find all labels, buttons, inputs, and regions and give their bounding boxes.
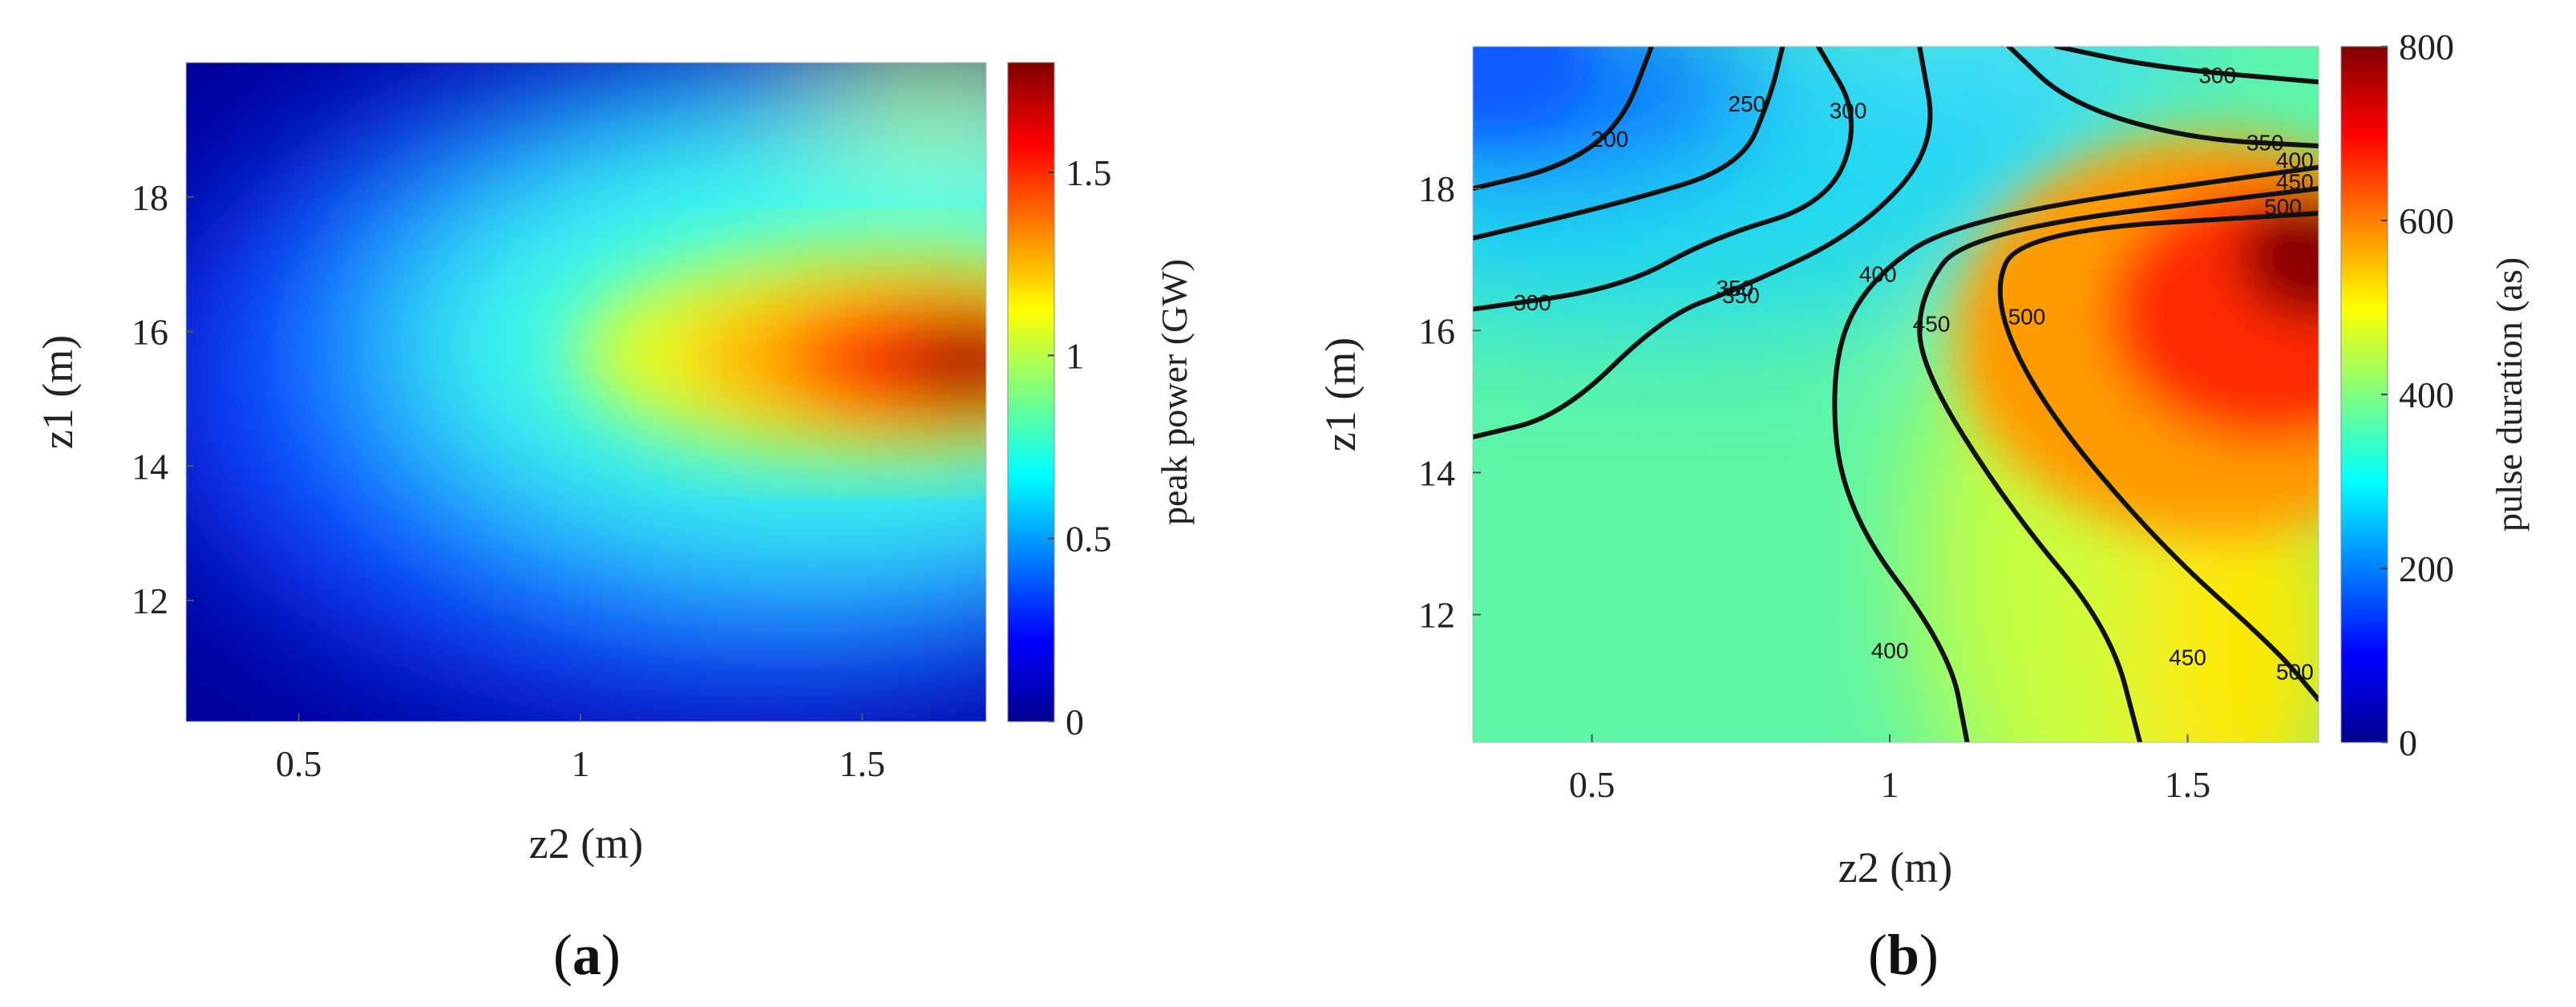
heatmap-a (186, 63, 986, 722)
contour-line-400 (1832, 164, 2319, 742)
x-tick-label-b: 1 (1881, 764, 1899, 805)
colorbar-tick-label-b: 600 (2399, 200, 2454, 241)
colorbar-tick-label-b: 0 (2399, 722, 2417, 763)
colorbar-a-label: peak power (GW) (1154, 259, 1195, 525)
colorbar-frame-b (2340, 46, 2388, 743)
y-tick-label-a: 18 (131, 177, 168, 218)
contour-label: 500 (2008, 305, 2046, 330)
y-tick-label-b: 12 (1418, 595, 1455, 636)
colorbar-frame-a (1007, 62, 1055, 722)
panel-a-label: (a) (553, 922, 621, 989)
x-tick-label-a: 0.5 (276, 743, 322, 784)
colorbar-b-ticks: 0 200 400 600 800 (2340, 26, 2454, 763)
colorbar-tick-label-b: 800 (2399, 26, 2454, 67)
colorbar-tick-label-a: 1 (1066, 335, 1084, 376)
colorbar-tick-label-b: 400 (2399, 374, 2454, 415)
panel-a-label-close: ) (601, 923, 621, 987)
contour-label: 450 (2276, 169, 2314, 194)
y-tick-label-a: 16 (131, 312, 168, 353)
axes-a: 0.5 1 1.5 12 14 16 18 (131, 177, 885, 784)
contour-label: 350 (1722, 283, 1760, 308)
contour-line-350 (2006, 47, 2319, 148)
contour-label: 300 (1514, 290, 1551, 315)
colorbar-a-ticks: 0 0.5 1 1.5 (1007, 62, 1112, 742)
contour-label: 400 (1871, 638, 1909, 663)
colorbar-tick-label-b: 200 (2399, 548, 2454, 589)
contour-line-300 (2054, 47, 2319, 85)
contour-line-350 (1473, 47, 1933, 440)
colorbar-tick-label-a: 0.5 (1066, 519, 1112, 560)
y-axis-label-b: z1 (m) (1316, 338, 1365, 451)
contour-label: 250 (1728, 91, 1765, 116)
colorbar-a (1008, 63, 1054, 722)
y-tick-label-b: 16 (1418, 310, 1455, 351)
panel-a-label-open: ( (553, 923, 572, 987)
panel-a-letter: a (572, 923, 601, 987)
contour-label: 500 (2276, 659, 2314, 684)
panel-b-label-open: ( (1868, 923, 1887, 987)
colorbar-b-label: pulse duration (as) (2489, 257, 2529, 532)
contour-line-250 (1473, 47, 1785, 241)
y-tick-label-a: 14 (131, 446, 168, 487)
contour-label: 300 (1830, 99, 1867, 123)
contour-line-300 (1473, 47, 1854, 312)
x-tick-label-a: 1.5 (839, 743, 886, 784)
contour-label: 450 (1913, 311, 1951, 336)
axes-b: 0.5 1 1.5 12 14 16 18 (1418, 168, 2210, 805)
x-tick-label-a: 1 (571, 743, 589, 784)
contour-line-200 (1473, 47, 1654, 192)
panel-b-letter: b (1887, 923, 1920, 987)
x-axis-label-b: z2 (m) (1838, 843, 1952, 892)
colorbar-b (2341, 47, 2388, 742)
x-tick-label-b: 0.5 (1569, 764, 1616, 805)
x-axis-label-a: z2 (m) (529, 819, 643, 867)
x-tick-label-b: 1.5 (2165, 764, 2211, 805)
panel-a-chart: 0.5 1 1.5 12 14 16 18 0 0.5 1 1.5 peak power (GW)… (34, 62, 1195, 867)
colorbar-tick-label-a: 0 (1066, 702, 1084, 742)
y-tick-label-a: 12 (131, 580, 168, 621)
contour-line-500 (1997, 211, 2319, 702)
y-tick-label-b: 14 (1418, 452, 1455, 493)
contour-label: 350 (1717, 276, 1754, 301)
contour-label: 300 (2198, 63, 2236, 87)
contour-label: 200 (1591, 127, 1629, 152)
y-axis-label-a: z1 (m) (34, 335, 82, 449)
panel-b-label: (b) (1868, 922, 1939, 989)
contour-line-450 (1917, 186, 2319, 742)
y-tick-label-b: 18 (1418, 168, 1455, 209)
panel-b-label-close: ) (1919, 923, 1939, 987)
contour-label: 500 (2264, 194, 2302, 219)
contour-label: 450 (2169, 645, 2206, 670)
contour-label: 400 (2276, 148, 2314, 173)
heatmap-b (1473, 47, 2319, 742)
contour-label: 400 (1859, 261, 1897, 286)
contour-label: 350 (2246, 131, 2284, 156)
colorbar-tick-label-a: 1.5 (1066, 152, 1112, 193)
